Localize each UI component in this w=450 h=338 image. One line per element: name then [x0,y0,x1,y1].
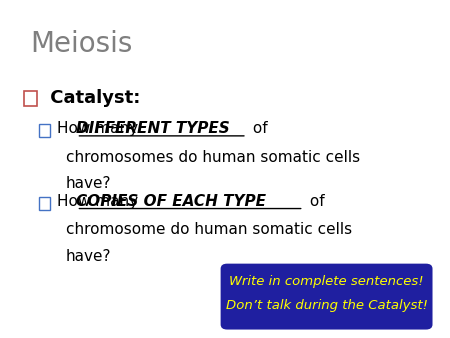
Text: of: of [305,194,324,209]
Text: chromosome do human somatic cells: chromosome do human somatic cells [66,222,351,237]
Text: DIFFERENT TYPES: DIFFERENT TYPES [76,121,230,136]
Text: chromosomes do human somatic cells: chromosomes do human somatic cells [66,150,360,165]
Text: How many: How many [57,194,143,209]
FancyBboxPatch shape [24,91,37,106]
FancyBboxPatch shape [39,124,50,137]
Text: Meiosis: Meiosis [31,30,133,58]
FancyBboxPatch shape [220,264,432,330]
Text: Catalyst:: Catalyst: [44,89,140,107]
Text: of: of [248,121,267,136]
Text: How many: How many [57,121,143,136]
Text: Write in complete sentences!: Write in complete sentences! [230,275,424,288]
Text: Don’t talk during the Catalyst!: Don’t talk during the Catalyst! [226,299,428,312]
FancyBboxPatch shape [39,197,50,210]
Text: have?: have? [66,249,111,264]
Text: have?: have? [66,176,111,191]
Text: COPIES OF EACH TYPE: COPIES OF EACH TYPE [76,194,266,209]
